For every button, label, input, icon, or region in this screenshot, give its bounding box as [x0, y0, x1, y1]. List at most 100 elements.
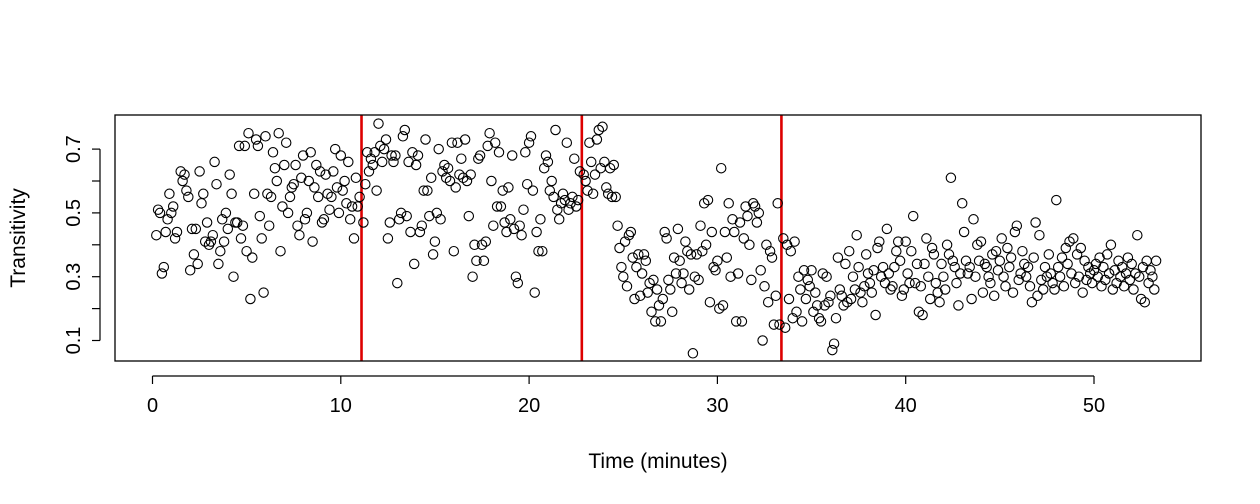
data-point [851, 229, 862, 241]
data-point [1060, 242, 1072, 254]
data-point [510, 271, 522, 282]
data-point [215, 245, 226, 257]
data-point [301, 207, 313, 219]
data-point [734, 217, 746, 228]
data-point [1005, 252, 1017, 263]
data-point [601, 182, 612, 193]
data-point [798, 265, 810, 276]
data-point [237, 220, 249, 231]
data-point [535, 214, 546, 225]
data-point [439, 159, 450, 171]
data-point [567, 191, 578, 203]
data-point [337, 185, 348, 196]
data-point [1098, 261, 1109, 273]
data-point [1075, 242, 1087, 254]
data-point [533, 245, 544, 257]
data-point [958, 226, 970, 238]
data-point [305, 147, 316, 158]
data-point [636, 268, 648, 279]
data-point [938, 271, 949, 282]
data-point [853, 261, 864, 273]
data-point [209, 156, 220, 168]
data-point [265, 191, 277, 203]
data-point [919, 258, 930, 270]
data-point [433, 143, 444, 155]
data-point [512, 277, 524, 289]
data-point [463, 210, 475, 222]
data-point [832, 252, 844, 263]
data-point [810, 287, 821, 298]
data-point [465, 169, 476, 180]
data-point [169, 233, 181, 244]
data-point [721, 252, 733, 263]
data-point [900, 236, 911, 247]
data-point [392, 277, 403, 289]
data-point [497, 185, 508, 196]
data-point [329, 143, 341, 155]
data-point [924, 293, 936, 305]
data-point [749, 201, 761, 212]
data-point [1017, 245, 1028, 257]
data-point [870, 309, 881, 321]
data-point [762, 296, 774, 308]
data-point [687, 348, 699, 359]
data-point [407, 147, 418, 158]
data-point [561, 137, 573, 148]
data-point [891, 245, 902, 257]
data-point [990, 245, 1002, 257]
data-point [518, 204, 529, 215]
data-point [928, 249, 940, 260]
data-point [1130, 268, 1141, 279]
data-point [717, 300, 729, 311]
data-point [211, 178, 222, 190]
data-point [883, 268, 895, 279]
data-point [260, 131, 271, 142]
data-point [256, 233, 267, 244]
data-point [580, 175, 591, 187]
data-point [290, 159, 301, 171]
data-point [450, 182, 461, 193]
data-point [638, 249, 650, 260]
data-point [1041, 271, 1053, 282]
data-point [1051, 194, 1062, 206]
data-point [343, 156, 354, 168]
data-point [770, 290, 782, 302]
data-point [333, 207, 345, 219]
data-point [806, 265, 817, 276]
data-point [220, 207, 232, 219]
data-point [525, 131, 537, 142]
data-point [154, 207, 166, 219]
data-point [354, 191, 365, 203]
data-point [162, 214, 173, 225]
data-point [838, 300, 849, 311]
data-point [768, 319, 780, 330]
data-point [226, 188, 237, 200]
data-point [380, 134, 392, 145]
data-point [1122, 252, 1134, 263]
data-point [331, 182, 343, 193]
data-point [983, 271, 994, 282]
data-point [693, 274, 704, 286]
data-point [388, 156, 399, 168]
data-point [627, 252, 638, 263]
data-point [614, 242, 625, 254]
data-point [668, 252, 680, 263]
data-point [913, 306, 925, 318]
data-point [917, 309, 928, 321]
data-point [956, 198, 968, 209]
data-point [326, 191, 337, 203]
data-point [184, 265, 196, 276]
data-point [252, 140, 264, 152]
data-point [729, 226, 740, 238]
data-point [495, 201, 507, 212]
data-point [1047, 277, 1058, 289]
data-point [842, 296, 853, 308]
data-point [981, 261, 992, 273]
data-point [655, 316, 667, 327]
data-point [736, 316, 748, 327]
data-point [817, 268, 829, 279]
data-point [970, 271, 981, 282]
data-point [506, 150, 518, 161]
data-point [553, 214, 565, 225]
y-tick-label: 0.5 [63, 199, 85, 227]
